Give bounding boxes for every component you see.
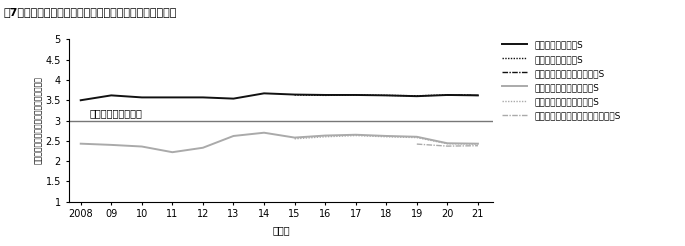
Text: どちらともいえない: どちらともいえない [90, 108, 142, 118]
X-axis label: 調査年: 調査年 [272, 225, 290, 235]
Y-axis label: 値が高いほど「希望あり」または「満足」: 値が高いほど「希望あり」または「満足」 [34, 77, 42, 165]
Text: 図7　生活満足感と「日本社会への希望」の平均値の推移: 図7 生活満足感と「日本社会への希望」の平均値の推移 [3, 7, 177, 17]
Legend: 生活満足感　継続S, 生活満足感　追加S, 生活満足感　リフレッシュS, 日本社会への希望　継続S, 日本社会への希望　追加S, 日本社会への希望　リフレッシュ: 生活満足感 継続S, 生活満足感 追加S, 生活満足感 リフレッシュS, 日本社… [502, 41, 621, 120]
